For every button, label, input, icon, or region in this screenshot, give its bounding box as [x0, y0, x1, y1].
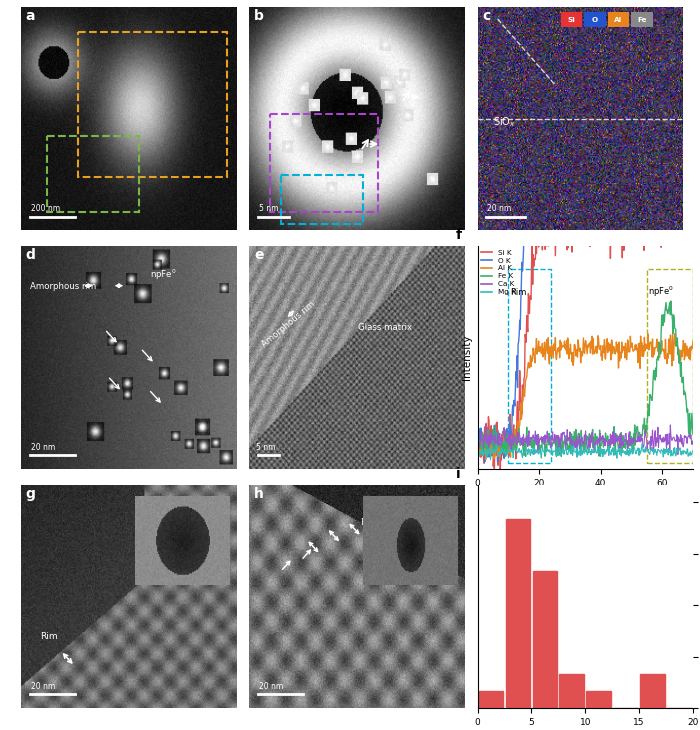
Text: Rim: Rim: [360, 518, 378, 526]
Text: c: c: [482, 9, 490, 23]
Text: 20 nm: 20 nm: [31, 443, 55, 452]
Bar: [559, 674, 584, 708]
X-axis label: Distance (nm): Distance (nm): [548, 493, 622, 504]
Text: h: h: [254, 487, 264, 501]
Text: Rim: Rim: [40, 632, 57, 642]
Text: Glass matrix: Glass matrix: [358, 323, 412, 332]
Bar: [631, 12, 652, 27]
Text: 200 nm: 200 nm: [31, 204, 60, 213]
Bar: [561, 12, 582, 27]
Text: 5 nm: 5 nm: [259, 204, 279, 213]
Text: Rim: Rim: [510, 288, 526, 296]
Bar: [78, 32, 227, 177]
Text: Amorphous rim: Amorphous rim: [29, 282, 96, 291]
Bar: [270, 114, 378, 212]
Text: 20 nm: 20 nm: [259, 682, 284, 691]
Text: b: b: [254, 9, 264, 23]
Text: npFe$^0$: npFe$^0$: [150, 267, 176, 282]
Text: i: i: [456, 467, 461, 481]
Bar: [479, 691, 503, 708]
Text: SiO$_x$: SiO$_x$: [493, 115, 515, 128]
Text: O: O: [592, 17, 598, 23]
Text: e: e: [254, 248, 263, 262]
Text: Fe: Fe: [637, 17, 647, 23]
Bar: [533, 571, 557, 708]
Text: Al: Al: [615, 17, 622, 23]
Bar: [587, 691, 611, 708]
Text: npFe$^0$: npFe$^0$: [648, 284, 674, 299]
Bar: [647, 269, 693, 463]
Text: 20 nm: 20 nm: [31, 682, 55, 691]
Text: 20 nm: 20 nm: [487, 204, 511, 213]
Text: Amorphous rim: Amorphous rim: [260, 299, 316, 349]
Bar: [47, 137, 139, 212]
Text: a: a: [26, 9, 35, 23]
Bar: [608, 12, 629, 27]
Bar: [584, 12, 606, 27]
Text: f: f: [456, 228, 462, 242]
Bar: [281, 175, 363, 224]
Text: 5 nm: 5 nm: [256, 443, 276, 452]
Bar: [505, 519, 531, 708]
Text: g: g: [26, 487, 36, 501]
Y-axis label: Intensity: Intensity: [462, 335, 472, 380]
Bar: [640, 674, 665, 708]
Text: Si: Si: [568, 17, 575, 23]
Legend: Si K, O K, Al K, Fe K, Ca K, Mg K: Si K, O K, Al K, Fe K, Ca K, Mg K: [481, 250, 516, 295]
Text: d: d: [26, 248, 36, 262]
Bar: [508, 269, 552, 463]
